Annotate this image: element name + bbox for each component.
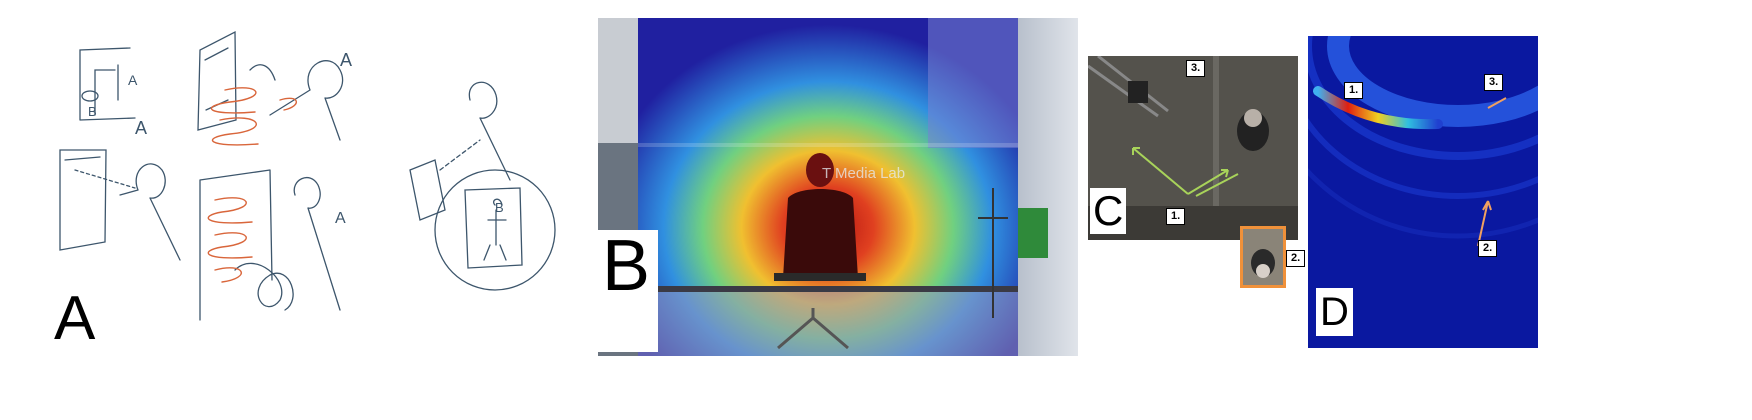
sketch-drawing	[59, 30, 556, 321]
sketch-label: B	[495, 200, 504, 215]
marker-c-1: 1.	[1166, 208, 1186, 225]
sketch-label: B	[88, 104, 97, 119]
inset-image	[1243, 229, 1283, 285]
sketch-label: A	[340, 50, 353, 70]
panel-label-d: D	[1316, 288, 1353, 336]
heatmap-overlay	[598, 18, 1078, 356]
panel-a-sketches: A A A A B B A	[40, 20, 560, 360]
panel-label-a: A	[50, 288, 100, 350]
inset-thumbnail	[1240, 226, 1286, 288]
marker-d-1: 1.	[1344, 82, 1364, 99]
wall-sign-text: T Media Lab	[822, 165, 906, 182]
marker-d-2: 2.	[1478, 240, 1498, 257]
marker-d-3: 3.	[1484, 74, 1504, 91]
sketch-label: A	[135, 118, 148, 138]
marker-c-2: 2.	[1286, 250, 1306, 267]
panel-b-heatmap-photo: T Media Lab B	[598, 18, 1078, 356]
marker-c-3: 3.	[1186, 60, 1206, 77]
panel-c-overhead-photo: 1. 3. C	[1088, 56, 1298, 240]
sketch-label: A	[128, 72, 138, 88]
panel-label-c: C	[1090, 188, 1127, 234]
sketch-label: A	[335, 210, 346, 227]
panel-d-signal-heatmap: 1. 3. 2. D	[1308, 36, 1538, 348]
panel-label-b: B	[598, 230, 658, 352]
